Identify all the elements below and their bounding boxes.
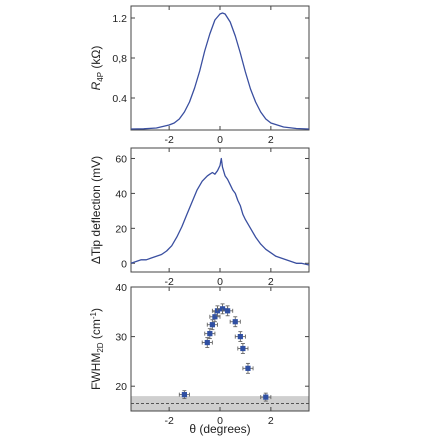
panel-fwhm: -2 0 2 20 30 40 FWHM2D (cm-1) θ (degrees) [89,282,310,436]
data-point-marker [245,365,251,371]
panel-resistance-frame [130,5,310,131]
data-point [178,390,190,400]
x-tick-label: -2 [164,415,173,427]
y-tick-label: 20 [115,381,127,393]
data-point [222,305,234,317]
data-point [206,319,218,331]
y-tick-label: 30 [115,332,127,344]
panel-resistance-ylabel: R4P (kΩ) [89,46,105,91]
x-tick-label: 2 [268,276,274,288]
x-tick-label: -2 [164,134,173,146]
x-tick-label: 2 [268,415,274,427]
panel-tip-deflection-ylabel: ΔTip deflection (mV) [89,156,103,264]
x-tick-label: -2 [164,276,173,288]
data-point-marker [263,394,269,400]
data-point-marker [181,392,187,398]
data-point [204,328,216,340]
data-point [260,392,272,402]
y-tick-label: 40 [115,188,127,200]
reference-band [131,396,309,411]
panel-fwhm-ylabel: FWHM2D (cm-1) [89,308,105,390]
data-point-marker [212,314,218,320]
y-tick-label: 40 [115,282,127,294]
data-point-marker [204,339,210,346]
data-point-marker [225,308,231,314]
data-point [237,343,249,354]
data-point [229,316,241,328]
x-tick-label: 0 [217,415,223,427]
panel-fwhm-frame [130,286,310,412]
y-tick-label: 0 [121,258,127,270]
data-point-marker [209,322,215,328]
y-tick-label: 60 [115,153,127,165]
data-point [242,362,254,374]
y-tick-label: 20 [115,223,127,235]
data-point-marker [232,319,238,325]
resistance-series-line [130,12,310,130]
panel-fwhm-xlabel: θ (degrees) [189,422,250,436]
data-point [201,337,213,348]
data-point-marker [237,334,243,340]
y-tick-label: 0,8 [112,53,127,65]
x-tick-label: 0 [217,134,223,146]
data-point-marker [207,331,213,337]
data-point [234,331,246,343]
x-tick-label: 2 [268,134,274,146]
data-point-marker [240,345,246,352]
tip-deflection-series-line [130,157,310,266]
panel-resistance: -2 0 2 0.4 0,8 1.2 R4P (kΩ) [89,5,310,146]
y-tick-label: 1.2 [112,13,127,25]
x-tick-label: 0 [217,276,223,288]
y-tick-label: 0.4 [112,93,127,105]
